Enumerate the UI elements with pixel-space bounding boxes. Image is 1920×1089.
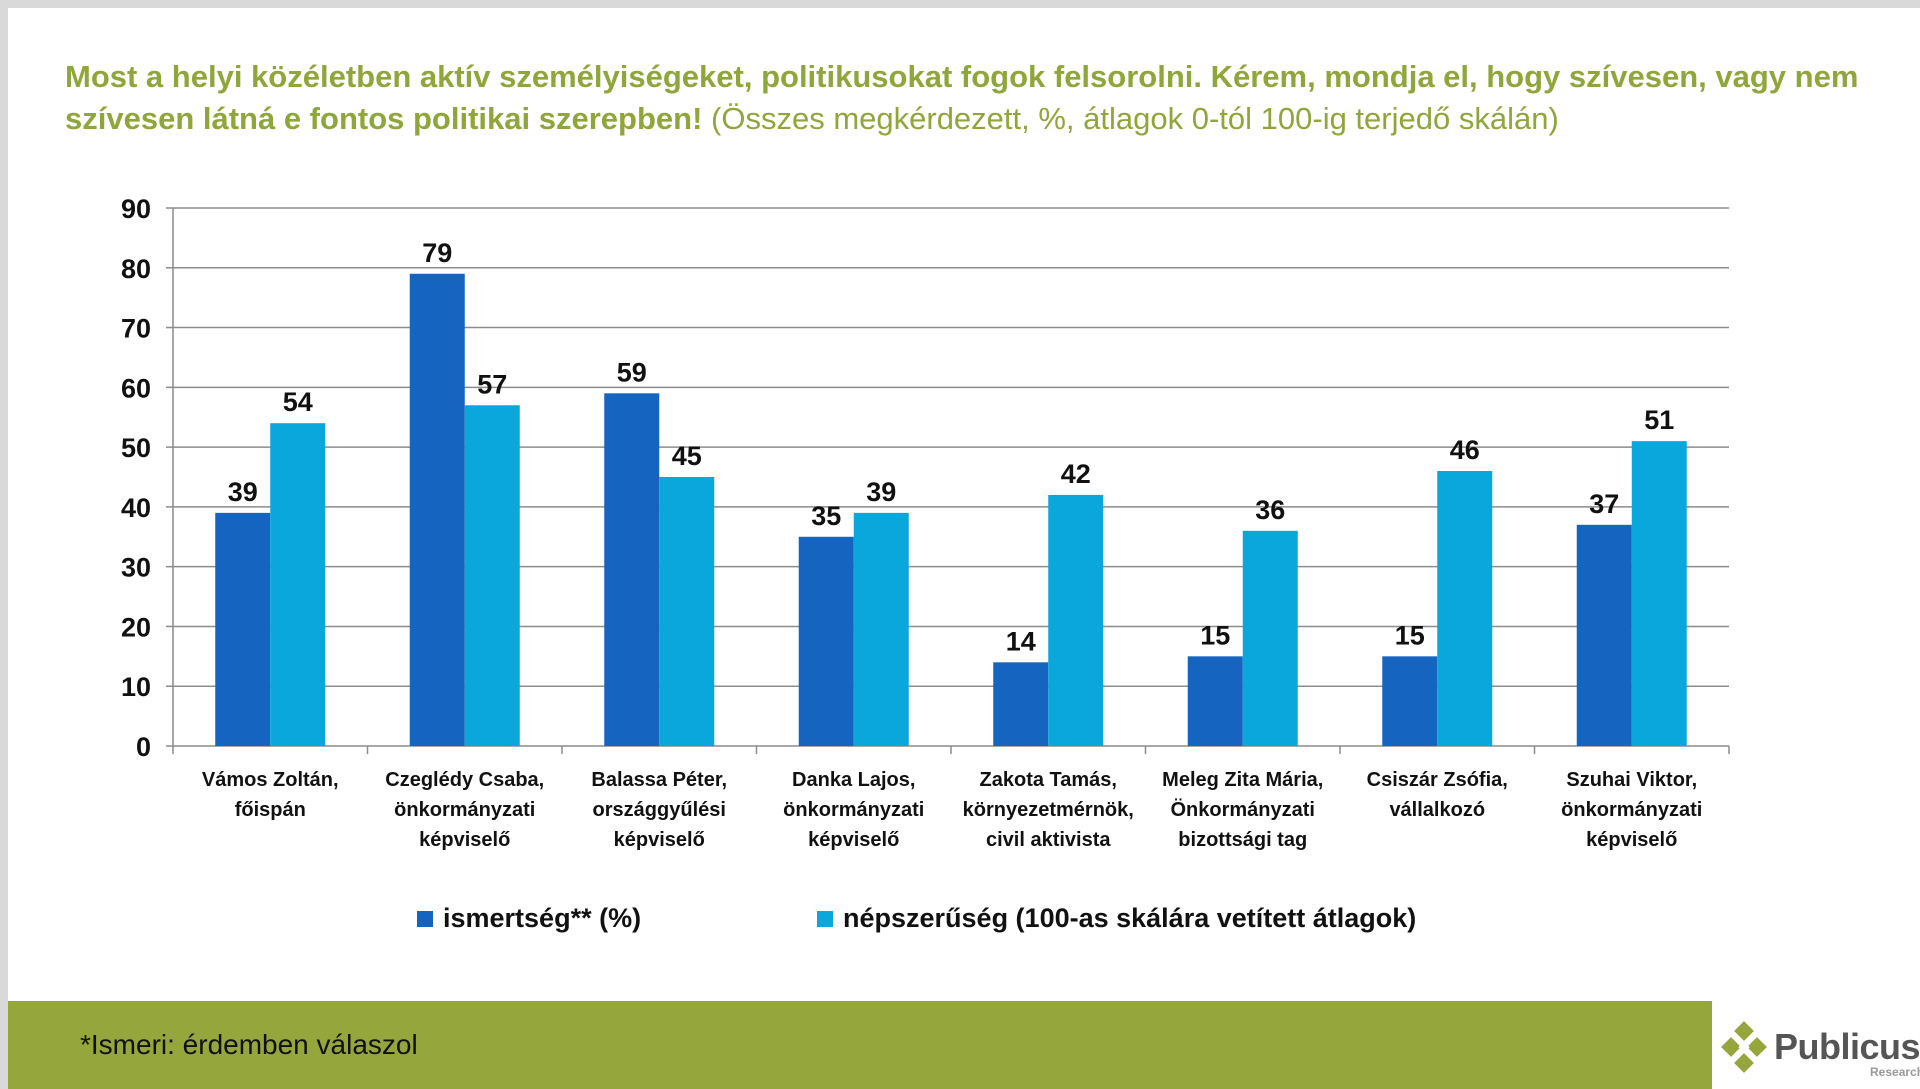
bar-ismertseg: [215, 512, 271, 746]
y-tick-label: 80: [121, 254, 151, 284]
bar-ismertseg: [409, 273, 465, 746]
data-label: 45: [672, 441, 702, 471]
bar-ismertseg: [1187, 656, 1243, 746]
x-category-label: főispán: [235, 799, 306, 821]
bar-nepszeruseg: [270, 423, 326, 746]
data-label: 79: [422, 238, 452, 268]
data-label: 42: [1061, 459, 1091, 489]
y-tick-label: 70: [121, 314, 151, 344]
x-category-label: országgyűlési: [593, 799, 726, 821]
legend-label: népszerűség (100-as skálára vetített átl…: [843, 903, 1417, 933]
bar-nepszeruseg: [1048, 494, 1104, 746]
data-label: 51: [1644, 405, 1674, 435]
logo-name: Publicus: [1774, 1026, 1920, 1067]
x-category-label: Csiszár Zsófia,: [1367, 769, 1508, 791]
title-note: (Összes megkérdezett, %, átlagok 0-tól 1…: [711, 101, 1559, 136]
x-category-label: vállalkozó: [1389, 799, 1485, 821]
publicus-logo: Publicus Research: [1720, 1016, 1920, 1086]
footnote: *Ismeri: érdemben válaszol: [80, 1029, 418, 1060]
data-label: 46: [1450, 435, 1480, 465]
y-tick-label: 50: [121, 433, 151, 463]
legend-swatch: [417, 910, 433, 927]
footer-bar: *Ismeri: érdemben válaszol: [8, 1001, 1712, 1089]
bar-ismertseg: [993, 662, 1049, 746]
legend: ismertség** (%) népszerűség (100-as skál…: [8, 903, 1920, 943]
bar-nepszeruseg: [1631, 441, 1687, 746]
x-category-label: képviselő: [614, 829, 705, 851]
bar-nepszeruseg: [464, 405, 520, 746]
x-category-label: Balassa Péter,: [591, 769, 727, 791]
bar-nepszeruseg: [659, 477, 715, 746]
legend-swatch: [817, 910, 833, 927]
bar-nepszeruseg: [853, 512, 909, 746]
title-main: Most a helyi közéletben aktív személyisé…: [65, 59, 1859, 136]
logo-subtitle: Research: [1870, 1065, 1920, 1079]
x-category-label: környezetmérnök,: [963, 799, 1134, 821]
x-category-label: önkormányzati: [783, 799, 924, 821]
x-category-label: Meleg Zita Mária,: [1162, 769, 1323, 791]
bar-chart: 0 10 20 30 40 50 60 70 80 90 39 54 Vámos Zoltán, főis…: [121, 194, 1730, 851]
x-category-label: önkormányzati: [1561, 799, 1702, 821]
data-label: 39: [228, 477, 258, 507]
logo-diamond-icon: [1721, 1021, 1767, 1073]
legend-label: ismertség** (%): [443, 903, 642, 933]
y-tick-label: 10: [121, 672, 151, 702]
data-label: 15: [1395, 620, 1425, 650]
bar-ismertseg: [1576, 524, 1632, 746]
y-tick-label: 0: [136, 732, 151, 762]
data-label: 54: [283, 387, 313, 417]
y-tick-label: 90: [121, 194, 151, 224]
data-label: 39: [866, 477, 896, 507]
x-category-label: civil aktivista: [986, 829, 1111, 851]
x-category-label: Danka Lajos,: [792, 769, 915, 791]
bar-ismertseg: [604, 393, 660, 746]
bar-ismertseg: [798, 536, 854, 746]
bar-nepszeruseg: [1437, 471, 1493, 746]
bar-nepszeruseg: [1242, 530, 1298, 746]
data-label: 36: [1255, 495, 1285, 525]
bar-ismertseg: [1382, 656, 1438, 746]
data-label: 59: [617, 357, 647, 387]
x-category-label: bizottsági tag: [1178, 829, 1307, 851]
data-label: 14: [1006, 626, 1036, 656]
y-tick-label: 60: [121, 373, 151, 403]
y-tick-label: 40: [121, 493, 151, 523]
legend-item-ismertseg: ismertség** (%): [417, 903, 641, 934]
x-category-label: képviselő: [419, 829, 510, 851]
slide: Most a helyi közéletben aktív személyisé…: [8, 8, 1920, 1089]
x-category-label: képviselő: [808, 829, 899, 851]
chart-title: Most a helyi közéletben aktív személyisé…: [65, 56, 1865, 140]
x-category-label: önkormányzati: [394, 799, 535, 821]
data-label: 37: [1589, 489, 1619, 519]
y-tick-label: 30: [121, 553, 151, 583]
data-label: 57: [477, 369, 507, 399]
y-tick-label: 20: [121, 612, 151, 642]
x-category-label: képviselő: [1586, 829, 1677, 851]
x-category-label: Zakota Tamás,: [980, 769, 1117, 791]
legend-item-nepszeruseg: népszerűség (100-as skálára vetített átl…: [817, 903, 1416, 934]
data-label: 35: [811, 501, 841, 531]
x-category-label: Önkormányzati: [1171, 798, 1315, 821]
data-label: 15: [1200, 620, 1230, 650]
x-category-label: Czeglédy Csaba,: [385, 769, 544, 791]
x-category-label: Szuhai Viktor,: [1566, 769, 1697, 791]
x-category-label: Vámos Zoltán,: [202, 769, 339, 791]
